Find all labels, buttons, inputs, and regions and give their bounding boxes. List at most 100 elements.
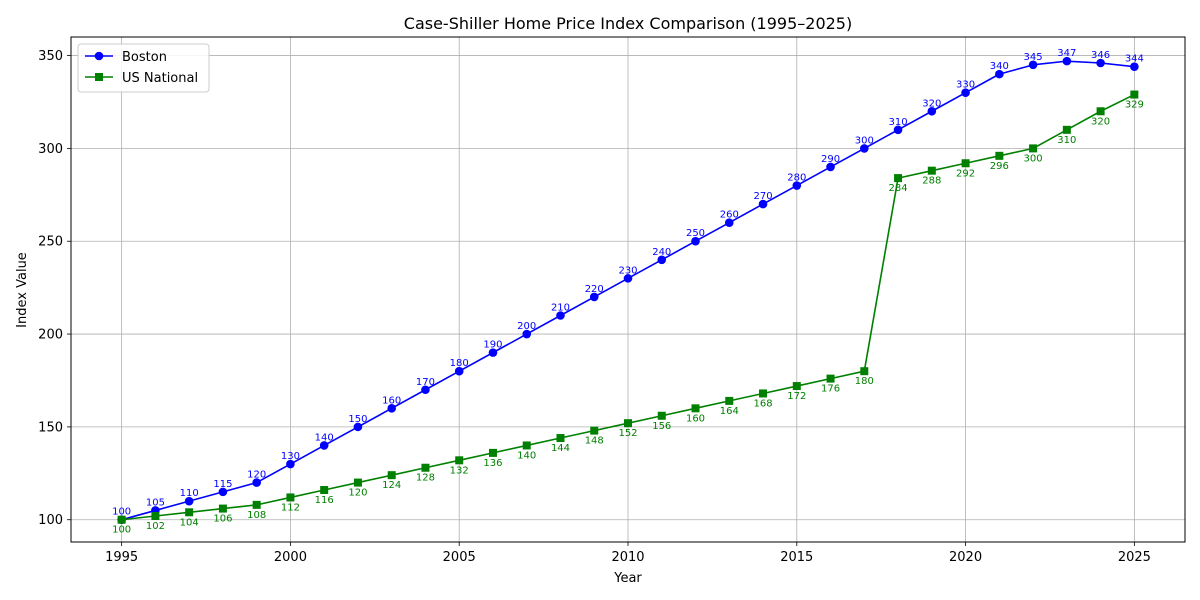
data-point-us-national [725, 396, 734, 405]
data-point-us-national [556, 434, 565, 443]
data-label-us-national: 310 [1057, 135, 1076, 146]
data-label-boston: 210 [551, 302, 570, 313]
data-label-us-national: 164 [720, 406, 739, 417]
data-label-us-national: 140 [517, 450, 536, 461]
data-point-us-national [387, 471, 396, 480]
data-labels: 100 105 110 115 120 130 140 150 160 170 180 190 200 2… [112, 48, 1144, 536]
data-point-boston [589, 292, 599, 302]
data-label-us-national: 124 [382, 480, 401, 491]
data-point-us-national [151, 512, 160, 521]
data-label-boston: 320 [922, 98, 941, 109]
data-label-us-national: 144 [551, 443, 570, 454]
data-point-us-national [522, 441, 531, 450]
data-label-us-national: 148 [585, 436, 604, 447]
legend-label-us-national: US National [122, 71, 198, 86]
data-point-boston [758, 199, 768, 209]
data-label-boston: 140 [315, 432, 334, 443]
data-point-us-national [792, 382, 801, 391]
data-label-boston: 220 [585, 284, 604, 295]
data-label-boston: 115 [213, 479, 232, 490]
x-tick-label: 2000 [274, 550, 307, 565]
data-label-boston: 300 [855, 135, 874, 146]
data-point-boston [691, 236, 700, 246]
data-label-boston: 330 [956, 80, 975, 91]
legend: Boston US National [77, 43, 210, 93]
data-point-boston [1096, 58, 1105, 68]
data-label-us-national: 116 [315, 495, 334, 506]
data-label-boston: 345 [1024, 52, 1043, 63]
data-label-us-national: 292 [956, 168, 975, 179]
legend-marker-boston [94, 51, 104, 61]
data-label-us-national: 172 [787, 391, 806, 402]
data-point-us-national [421, 463, 430, 472]
data-point-us-national [488, 448, 497, 457]
data-label-boston: 347 [1057, 48, 1076, 59]
data-point-us-national [927, 166, 936, 175]
data-label-boston: 110 [180, 488, 199, 499]
data-point-us-national [1029, 144, 1038, 153]
x-tick-label: 2015 [780, 550, 813, 565]
data-point-us-national [117, 515, 126, 524]
data-label-us-national: 284 [889, 183, 908, 194]
grid [71, 37, 1185, 542]
data-label-boston: 120 [247, 470, 266, 481]
data-point-boston [623, 274, 633, 283]
y-tick-label: 250 [38, 235, 63, 250]
data-label-boston: 160 [382, 395, 401, 406]
data-point-boston [454, 366, 464, 376]
data-label-us-national: 176 [821, 384, 840, 395]
data-label-us-national: 132 [450, 465, 469, 476]
data-label-us-national: 152 [618, 428, 637, 439]
data-point-boston [488, 348, 498, 357]
data-label-boston: 344 [1125, 54, 1144, 65]
data-label-us-national: 136 [483, 458, 502, 469]
y-tick-label: 100 [38, 513, 63, 528]
legend-marker-us-national [95, 73, 103, 81]
y-tick-label: 200 [38, 328, 63, 343]
data-point-us-national [252, 500, 261, 509]
x-tick-label: 2010 [611, 550, 644, 565]
data-label-boston: 170 [416, 377, 435, 388]
data-point-us-national [590, 426, 599, 435]
x-tick-label: 1995 [105, 550, 138, 565]
data-point-boston [319, 441, 329, 450]
data-label-us-national: 106 [213, 514, 232, 525]
x-tick-label: 2025 [1118, 550, 1151, 565]
data-label-us-national: 320 [1091, 116, 1110, 127]
x-tick-label: 2005 [443, 550, 476, 565]
data-label-us-national: 180 [855, 376, 874, 387]
data-point-us-national [286, 493, 295, 502]
data-label-us-national: 168 [753, 398, 772, 409]
data-label-boston: 290 [821, 154, 840, 165]
data-point-us-national [860, 367, 869, 376]
data-point-boston [792, 181, 802, 190]
data-point-us-national [995, 151, 1004, 160]
data-label-boston: 280 [787, 173, 806, 184]
data-label-us-national: 156 [652, 421, 671, 432]
data-point-us-national [759, 389, 768, 398]
chart-title: Case-Shiller Home Price Index Comparison… [404, 14, 852, 33]
data-point-boston [522, 329, 532, 339]
data-point-us-national [1130, 90, 1139, 99]
x-axis-title: Year [613, 571, 642, 586]
data-point-boston [218, 487, 228, 497]
legend-label-boston: Boston [122, 50, 167, 65]
data-point-us-national [353, 478, 362, 487]
data-label-us-national: 112 [281, 502, 300, 513]
data-label-us-national: 128 [416, 473, 435, 484]
data-point-boston [995, 69, 1004, 79]
data-label-boston: 250 [686, 228, 705, 239]
data-label-boston: 260 [720, 210, 739, 221]
data-point-boston [556, 311, 565, 320]
data-point-boston [826, 162, 835, 172]
data-point-us-national [657, 411, 666, 420]
data-label-us-national: 120 [348, 488, 367, 499]
series-layer [117, 56, 1139, 525]
data-point-us-national [691, 404, 700, 413]
x-tick-label: 2020 [949, 550, 982, 565]
data-point-boston [927, 106, 937, 116]
y-tick-label: 300 [38, 142, 63, 157]
y-tick-label: 350 [38, 49, 63, 64]
data-label-us-national: 300 [1024, 153, 1043, 164]
data-label-boston: 270 [753, 191, 772, 202]
